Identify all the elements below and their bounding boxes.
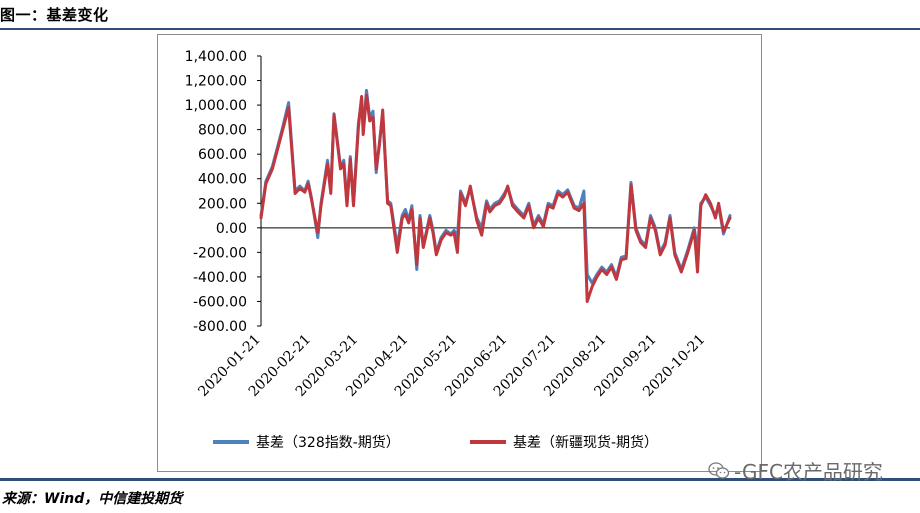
wechat-icon: [708, 461, 730, 479]
y-tick-label: 600.00: [198, 147, 247, 163]
watermark: -GFC农产品研究: [708, 456, 883, 485]
y-axis: 1,400.00 1,200.00 1,000.00 800.00 600.00 400.…: [185, 49, 262, 335]
bottom-rule: [0, 478, 920, 481]
y-tick-label: 400.00: [198, 172, 247, 188]
legend-label-1: 基差（328指数-期货）: [256, 434, 400, 451]
y-tick-label: 1,000.00: [185, 98, 247, 114]
y-tick-label: -200.00: [193, 245, 247, 261]
x-axis: 2020-01-212020-02-212020-03-212020-04-21…: [195, 227, 730, 400]
legend-label-2: 基差（新疆现货-期货）: [513, 434, 658, 451]
y-tick-label: 800.00: [198, 123, 247, 139]
series-line-2: [259, 93, 732, 303]
top-rule: [0, 28, 920, 30]
y-tick-label: 1,400.00: [185, 49, 247, 65]
source-note: 来源：Wind，中信建投期货: [2, 491, 183, 507]
y-tick-label: 0.00: [216, 221, 247, 237]
legend: 基差（328指数-期货） 基差（新疆现货-期货）: [213, 434, 658, 451]
y-tick-label: 200.00: [198, 196, 247, 212]
watermark-text: -GFC农产品研究: [734, 460, 883, 484]
y-tick-label: -400.00: [193, 270, 247, 286]
y-tick-label: -800.00: [193, 319, 247, 335]
series-layer: [259, 88, 732, 303]
figure-title: 图一：基差变化: [0, 6, 109, 24]
y-tick-label: 1,200.00: [185, 74, 247, 90]
y-tick-label: -600.00: [193, 294, 247, 310]
